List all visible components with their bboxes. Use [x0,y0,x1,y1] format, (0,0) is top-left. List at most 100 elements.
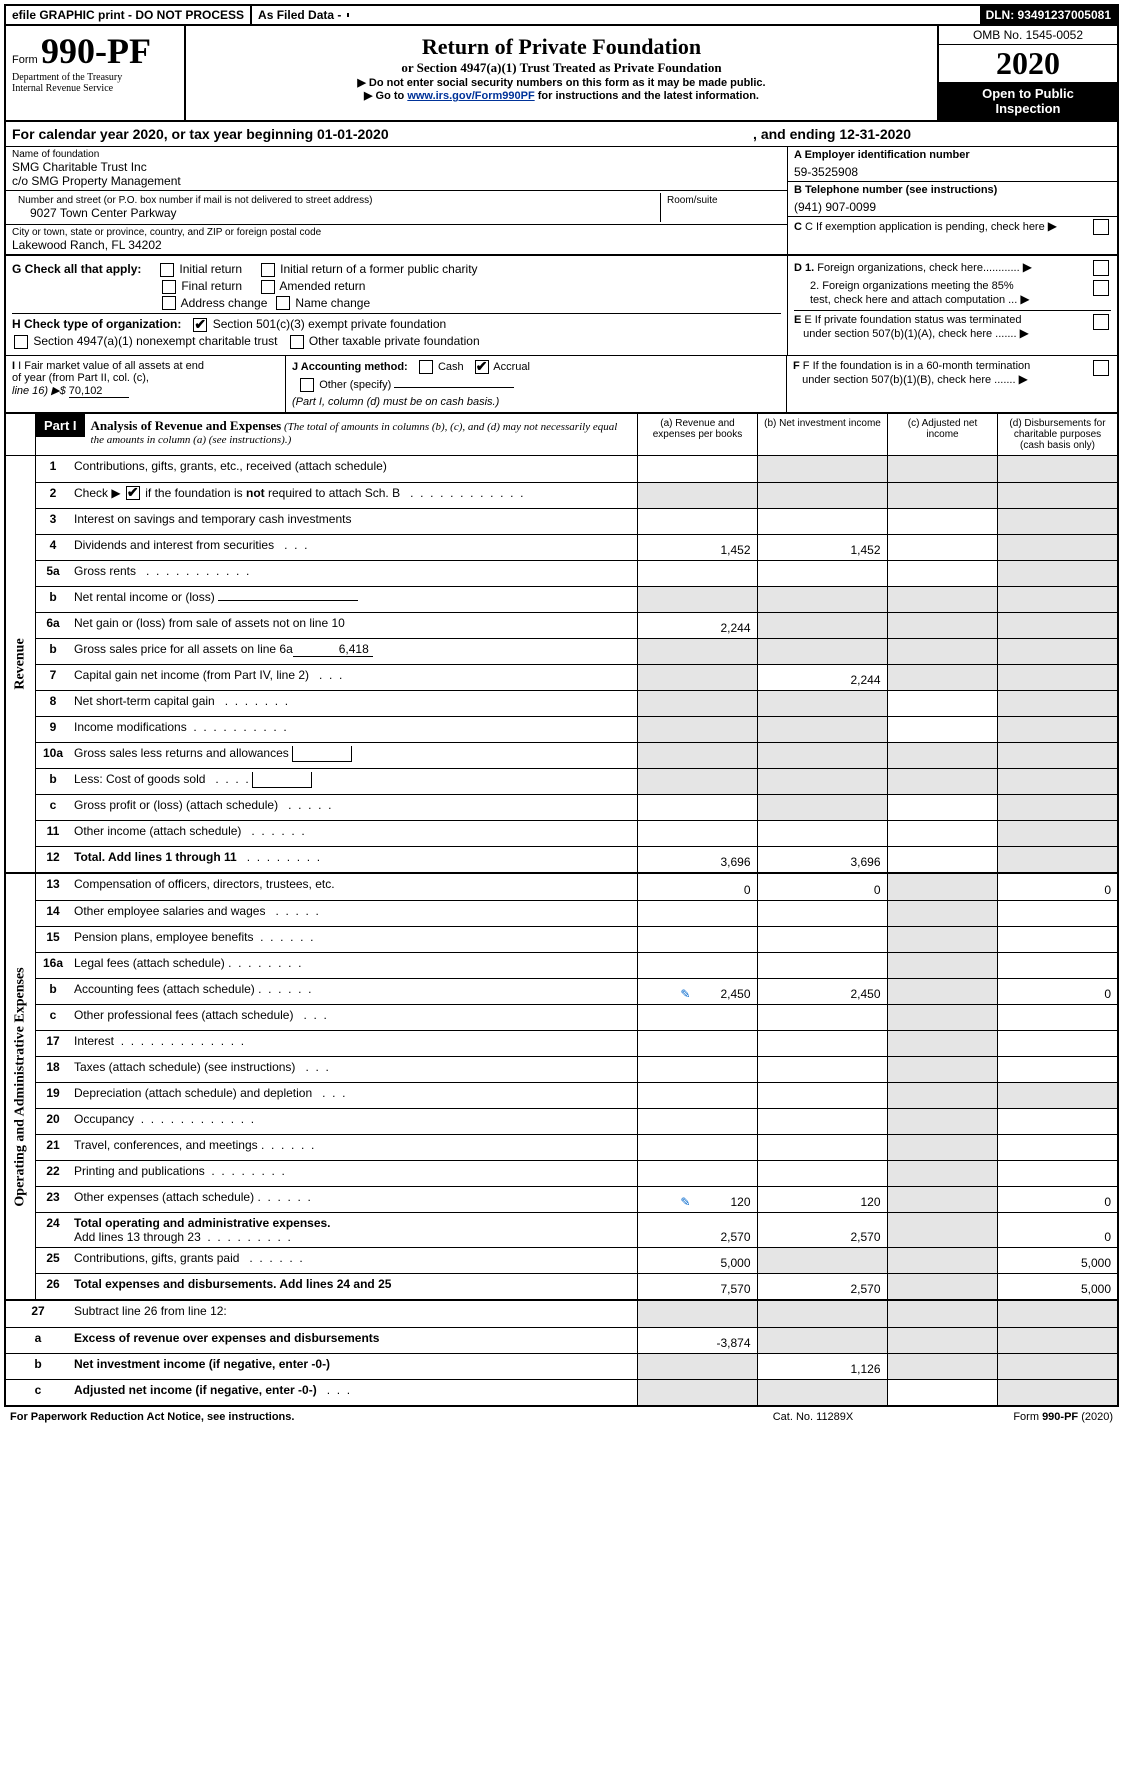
form-label: Form [12,54,38,66]
dept-irs: Internal Revenue Service [12,83,178,94]
top-bar: efile GRAPHIC print - DO NOT PROCESS As … [4,4,1119,26]
line-4-a: 1,452 [637,534,757,560]
irs-link[interactable]: www.irs.gov/Form990PF [407,90,534,102]
line-10b: Less: Cost of goods sold . . . . [70,768,637,794]
page-footer: For Paperwork Reduction Act Notice, see … [4,1405,1119,1427]
phone-value: (941) 907-0099 [794,200,1111,214]
line-3: Interest on savings and temporary cash i… [70,508,637,534]
ein-value: 59-3525908 [794,165,1111,179]
col-b-header: (b) Net investment income [757,414,887,455]
instr-link: ▶ Go to www.irs.gov/Form990PF for instru… [192,89,931,102]
line-27c: Adjusted net income (if negative, enter … [70,1379,637,1405]
room-label: Room/suite [667,195,775,206]
form-header: Form 990-PF Department of the Treasury I… [4,26,1119,122]
line-23-d: 0 [997,1186,1117,1212]
line-16b: Accounting fees (attach schedule) . . . … [70,978,637,1004]
line-16b-a: ✎ 2,450 [637,978,757,1004]
name-label: Name of foundation [12,149,781,160]
section-i-j-f: I I Fair market value of all assets at e… [4,356,1119,414]
chk-initial-return-former[interactable] [261,263,275,277]
line-6a: Net gain or (loss) from sale of assets n… [70,612,637,638]
line-26-b: 2,570 [757,1273,887,1299]
chk-sch-b[interactable] [126,486,140,500]
form-subtitle: or Section 4947(a)(1) Trust Treated as P… [192,60,931,76]
chk-501c3[interactable] [193,318,207,332]
line-26: Total expenses and disbursements. Add li… [70,1273,637,1299]
line-24-a: 2,570 [637,1212,757,1247]
line-25-a: 5,000 [637,1247,757,1273]
line-6a-a: 2,244 [637,612,757,638]
line-9: Income modifications . . . . . . . . . . [70,716,637,742]
line-27b: Net investment income (if negative, ente… [70,1353,637,1379]
form-990pf: efile GRAPHIC print - DO NOT PROCESS As … [0,0,1123,1431]
tax-year: 2020 [939,45,1117,82]
line-25: Contributions, gifts, grants paid . . . … [70,1247,637,1273]
exemption-pending-checkbox[interactable] [1093,219,1109,235]
chk-60month[interactable] [1093,360,1109,376]
line-12: Total. Add lines 1 through 11 . . . . . … [70,846,637,872]
ein-label: A Employer identification number [794,149,970,161]
cash-basis-note: (Part I, column (d) must be on cash basi… [292,396,780,408]
chk-other-acct[interactable] [300,378,314,392]
city-state-zip: Lakewood Ranch, FL 34202 [12,238,781,252]
line-16a: Legal fees (attach schedule) . . . . . .… [70,952,637,978]
line-18: Taxes (attach schedule) (see instruction… [70,1056,637,1082]
col-c-header: (c) Adjusted net income [887,414,997,455]
chk-other-taxable[interactable] [290,335,304,349]
line-16b-d: 0 [997,978,1117,1004]
line-19: Depreciation (attach schedule) and deple… [70,1082,637,1108]
line-7-b: 2,244 [757,664,887,690]
chk-initial-return[interactable] [160,263,174,277]
fmv-value: 70,102 [69,385,129,398]
chk-foreign-org[interactable] [1093,260,1109,276]
attachment-icon[interactable]: ✎ [680,987,690,1001]
chk-name-change[interactable] [276,296,290,310]
fmv-label-3: line 16) ▶$ 70,102 [12,384,279,398]
fmv-label-1: I I Fair market value of all assets at e… [12,360,279,372]
line-26-a: 7,570 [637,1273,757,1299]
line-11: Other income (attach schedule) . . . . .… [70,820,637,846]
chk-4947a1[interactable] [14,335,28,349]
attachment-icon-2[interactable]: ✎ [680,1195,690,1209]
chk-address-change[interactable] [162,296,176,310]
line-1: Contributions, gifts, grants, etc., rece… [70,456,637,482]
chk-terminated[interactable] [1093,314,1109,330]
line-20: Occupancy . . . . . . . . . . . . [70,1108,637,1134]
efile-notice: efile GRAPHIC print - DO NOT PROCESS [6,6,250,24]
line-12-b: 3,696 [757,846,887,872]
line-13: Compensation of officers, directors, tru… [70,874,637,900]
line-27a-a: -3,874 [637,1327,757,1353]
acct-method-label: J Accounting method: [292,361,408,373]
line-8: Net short-term capital gain . . . . . . … [70,690,637,716]
line-23-b: 120 [757,1186,887,1212]
line-5b: Net rental income or (loss) [70,586,637,612]
entity-block: Name of foundation SMG Charitable Trust … [4,147,1119,256]
chk-accrual[interactable] [475,360,489,374]
line-27: Subtract line 26 from line 12: [70,1301,637,1327]
cal-end: , and ending 12-31-2020 [753,126,911,142]
line-21: Travel, conferences, and meetings . . . … [70,1134,637,1160]
line-22: Printing and publications . . . . . . . … [70,1160,637,1186]
calendar-year-row: For calendar year 2020, or tax year begi… [4,122,1119,147]
revenue-section: Revenue 1Contributions, gifts, grants, e… [4,456,1119,872]
line-23-a: ✎ 120 [637,1186,757,1212]
form-title: Return of Private Foundation [192,34,931,60]
chk-foreign-85[interactable] [1093,280,1109,296]
chk-final-return[interactable] [162,280,176,294]
as-filed-label: As Filed Data - [250,6,347,24]
line-7: Capital gain net income (from Part IV, l… [70,664,637,690]
line-24: Total operating and administrative expen… [70,1212,637,1247]
expenses-section: Operating and Administrative Expenses 13… [4,872,1119,1299]
line-27a: Excess of revenue over expenses and disb… [70,1327,637,1353]
section-g-h: G Check all that apply: Initial return I… [4,256,1119,356]
chk-cash[interactable] [419,360,433,374]
line-14: Other employee salaries and wages . . . … [70,900,637,926]
chk-amended-return[interactable] [261,280,275,294]
line-17: Interest . . . . . . . . . . . . . [70,1030,637,1056]
col-d-header: (d) Disbursements for charitable purpose… [997,414,1117,455]
line-15: Pension plans, employee benefits . . . .… [70,926,637,952]
line-2: Check ▶ if the foundation is not require… [70,482,637,508]
col-a-header: (a) Revenue and expenses per books [637,414,757,455]
city-label: City or town, state or province, country… [12,227,781,238]
addr-label: Number and street (or P.O. box number if… [18,195,654,206]
